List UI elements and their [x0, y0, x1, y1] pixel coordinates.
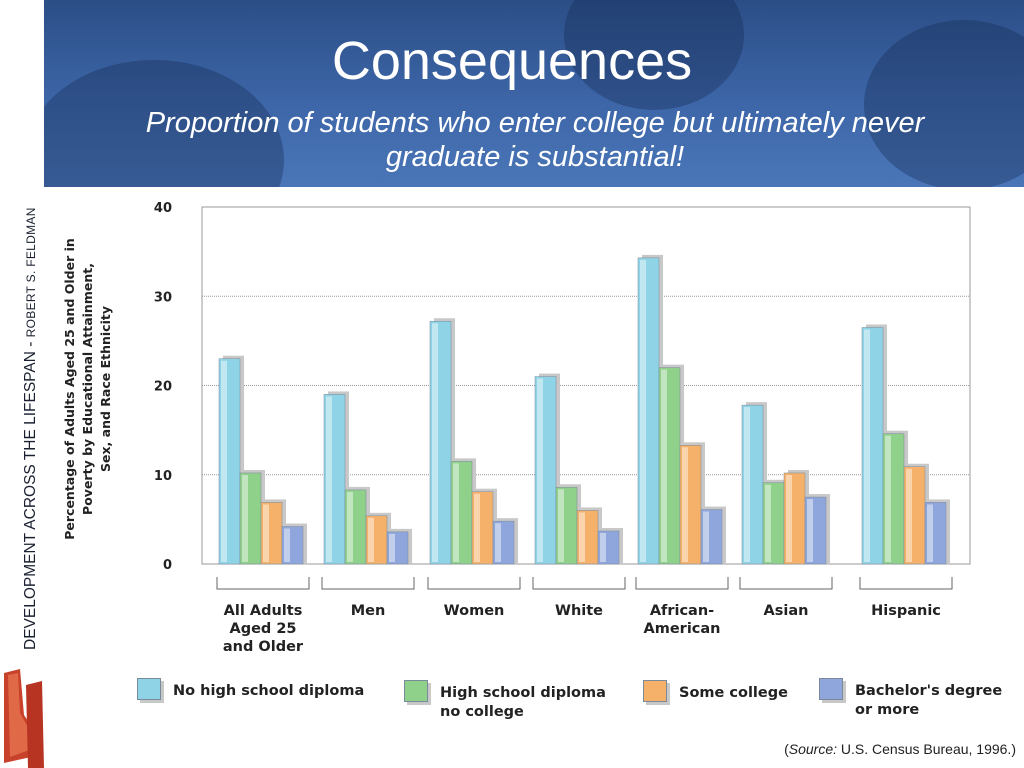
bar-highlight [906, 468, 912, 562]
bar [429, 320, 452, 565]
y-tick-label: 40 [154, 201, 172, 216]
source-note: (Source: U.S. Census Bureau, 1996.) [784, 741, 1016, 757]
legend-swatch [137, 678, 161, 700]
y-axis-label-line: Percentage of Adults Aged 25 and Older i… [62, 238, 77, 540]
slide-subtitle: Proportion of students who enter college… [145, 107, 925, 173]
x-tick-label-line: All Adults [224, 603, 303, 619]
gridlines [202, 295, 970, 476]
bar [492, 520, 515, 565]
bar-highlight [682, 447, 688, 562]
bar-highlight [474, 493, 480, 562]
x-tick-label: Women [444, 603, 505, 619]
bar-highlight [495, 523, 501, 562]
bar-highlight [558, 489, 564, 562]
x-tick-label: Asian [764, 603, 809, 619]
y-tick-label: 10 [154, 469, 172, 484]
bar-highlight [765, 484, 771, 562]
bar [597, 530, 620, 565]
bar-highlight [453, 463, 459, 562]
bar-highlight [389, 533, 395, 562]
book-author: ROBERT S. FELDMAN [24, 207, 38, 338]
y-axis-label-line: Sex, and Race Ethnicity [98, 306, 113, 472]
bar [218, 358, 241, 565]
x-tick-label-line: White [555, 603, 603, 619]
x-axis-labels: All Adults Aged 25 and Older Men Women White A… [223, 603, 941, 655]
bar [534, 376, 557, 565]
category-bracket [427, 577, 521, 590]
category-brackets [216, 577, 953, 590]
x-tick-label-line: Aged 25 [229, 621, 296, 637]
legend-swatch [643, 680, 667, 702]
category-bracket [216, 577, 310, 590]
poverty-bar-chart: 0 10 20 30 40 Percentage of Adults Aged 25 a… [62, 201, 971, 655]
bar [386, 531, 409, 565]
category-bracket [532, 577, 626, 590]
bar [700, 509, 723, 565]
x-tick-label-line: Men [351, 603, 386, 619]
source-text: U.S. Census Bureau, 1996.) [837, 741, 1016, 757]
legend-label: Some college [679, 685, 788, 701]
x-tick-label-line: Hispanic [871, 603, 941, 619]
bar [804, 496, 827, 565]
sidebar-book-title: DEVELOPMENT ACROSS THE LIFESPAN - ROBERT… [22, 207, 40, 650]
bar-highlight [927, 504, 933, 562]
bar-highlight [242, 474, 248, 562]
bar [924, 502, 947, 565]
y-tick-label: 20 [154, 380, 172, 395]
category-bracket [635, 577, 729, 590]
legend-label: High school diploma no college [440, 685, 606, 720]
legend-swatch [404, 680, 428, 702]
bar-highlight [744, 407, 750, 562]
category-bracket [321, 577, 415, 590]
y-axis-label: Percentage of Adults Aged 25 and Older i… [62, 238, 113, 540]
y-tick-label: 0 [163, 558, 172, 573]
bar-highlight [347, 491, 353, 562]
bar-highlight [885, 435, 891, 562]
boots-image [4, 669, 44, 768]
bar [281, 526, 304, 565]
category-bracket [739, 577, 833, 590]
x-tick-label-line: American [644, 621, 721, 637]
bar-highlight [640, 259, 646, 562]
bar-highlight [600, 532, 606, 562]
bar-highlight [579, 512, 585, 562]
y-tick-label: 30 [154, 290, 172, 305]
legend-label: Bachelor's degree or more [855, 683, 1003, 718]
slide-title: Consequences [331, 31, 693, 91]
category-bracket [859, 577, 953, 590]
x-tick-label: White [555, 603, 603, 619]
bar-highlight [703, 511, 709, 562]
source-prefix: ( [784, 741, 789, 757]
x-tick-label-line: Women [444, 603, 505, 619]
bar-highlight [263, 504, 269, 562]
y-axis-ticks: 0 10 20 30 40 [154, 201, 172, 573]
book-title: DEVELOPMENT ACROSS THE LIFESPAN - [22, 337, 39, 650]
bar-highlight [221, 360, 227, 562]
y-axis-label-line: Poverty by Educational Attainment, [80, 263, 95, 515]
bar-highlight [326, 396, 332, 562]
x-tick-label: African- American [644, 603, 721, 637]
header-banner [44, 0, 1024, 187]
x-tick-label: Men [351, 603, 386, 619]
bar-highlight [368, 517, 374, 562]
x-tick-label: All Adults Aged 25 and Older [223, 603, 304, 655]
bar-highlight [432, 323, 438, 562]
source-label: Source: [788, 741, 837, 757]
bar [323, 394, 346, 565]
x-tick-label-line: Asian [764, 603, 809, 619]
bar-highlight [807, 499, 813, 562]
bars [218, 254, 950, 565]
legend-label: No high school diploma [173, 683, 365, 699]
bar [679, 445, 702, 565]
x-tick-label-line: and Older [223, 639, 304, 655]
bar-highlight [661, 369, 667, 562]
bar-highlight [537, 378, 543, 562]
sidebar: DEVELOPMENT ACROSS THE LIFESPAN - ROBERT… [0, 0, 44, 768]
legend-swatch [819, 678, 843, 700]
x-tick-label-line: African- [650, 603, 714, 619]
bar-highlight [786, 474, 792, 562]
x-tick-label: Hispanic [871, 603, 941, 619]
bar-highlight [864, 329, 870, 562]
bar-highlight [284, 528, 290, 562]
